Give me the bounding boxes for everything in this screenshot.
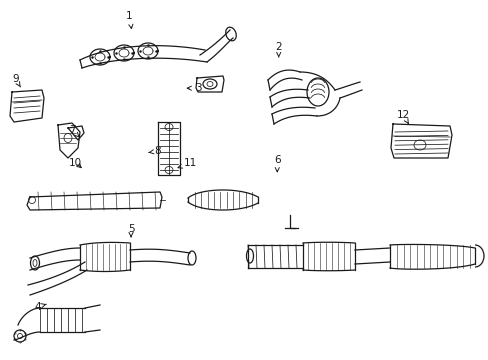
Text: 4: 4 [34, 302, 46, 312]
Text: 11: 11 [178, 158, 197, 168]
Text: 9: 9 [12, 74, 20, 87]
Text: 1: 1 [126, 11, 133, 28]
Text: 5: 5 [127, 224, 134, 237]
Text: 2: 2 [275, 42, 282, 57]
Text: 12: 12 [396, 110, 409, 123]
Text: 7: 7 [69, 125, 79, 137]
Text: 10: 10 [69, 158, 82, 168]
Text: 3: 3 [187, 83, 201, 93]
Text: 8: 8 [148, 146, 161, 156]
Text: 6: 6 [273, 155, 280, 172]
